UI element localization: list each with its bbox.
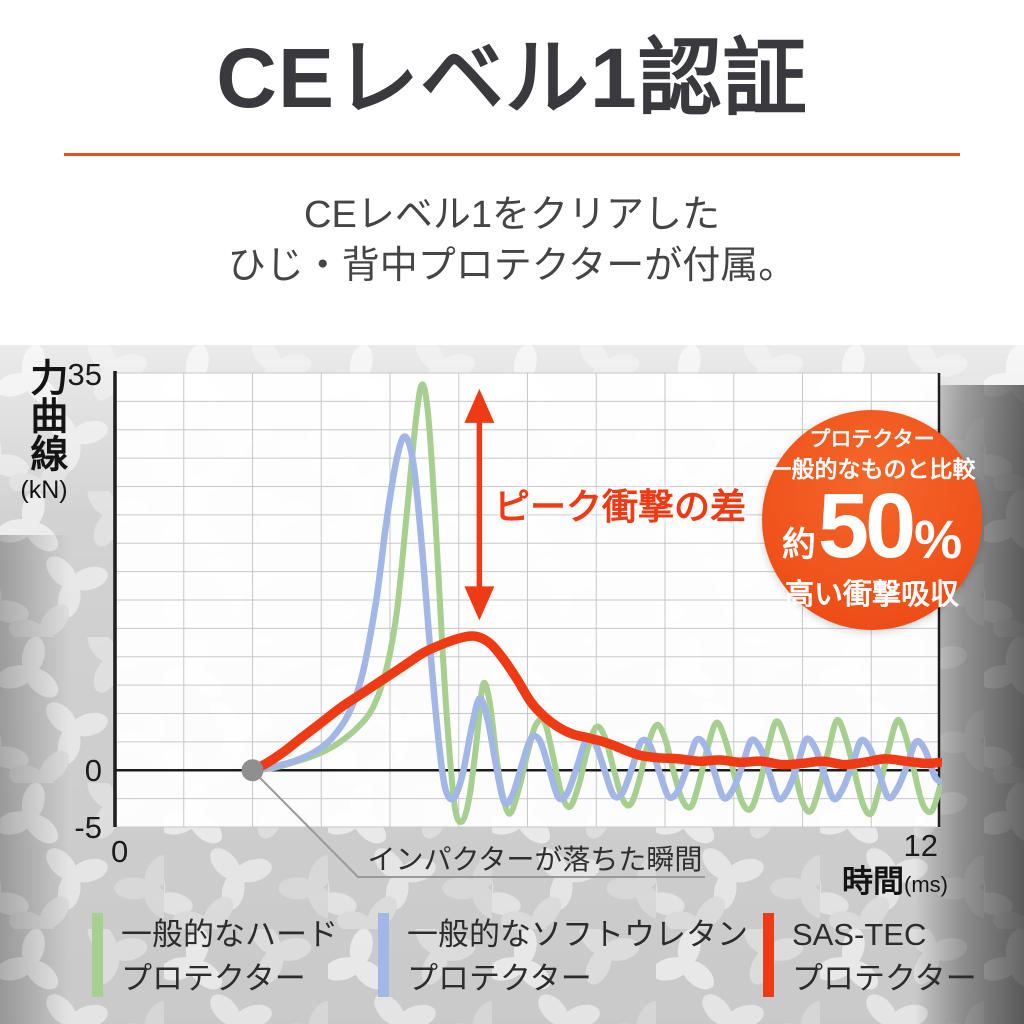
- subtitle: CEレベル1をクリアした ひじ・背中プロテクターが付属。: [0, 190, 1024, 293]
- y-tick-minus5: -5: [74, 810, 102, 845]
- y-tick-35: 35: [67, 357, 102, 392]
- y-tick-0: 0: [84, 753, 102, 788]
- badge-percent: %: [914, 510, 963, 571]
- x-tick-0: 0: [111, 834, 129, 869]
- legend-swatch-red: [763, 913, 774, 997]
- badge-approx: 約: [781, 526, 816, 565]
- badge-line-2: 一般的なものと比較: [768, 456, 976, 483]
- legend-item-soft-urethane: 一般的なソフトウレタン プロテクター: [378, 913, 748, 1001]
- peak-gap-arrow: [464, 388, 495, 621]
- badge-line-3: 高い衝撃吸収: [784, 579, 959, 612]
- subtitle-line-2: ひじ・背中プロテクターが付属。: [227, 245, 797, 288]
- legend-item-hard-protector: 一般的なハード プロテクター: [92, 913, 338, 1001]
- fifty-percent-badge: プロテクター 一般的なものと比較 約 50 % 高い衝撃吸収: [762, 410, 982, 630]
- legend-swatch-green: [92, 913, 103, 997]
- badge-value-row: 約 50 %: [781, 475, 963, 578]
- legend-label-line: プロテクター: [121, 961, 306, 997]
- legend-label: SAS-TEC プロテクター: [792, 913, 977, 1001]
- series-curves: [247, 381, 942, 825]
- legend-label-line: プロテクター: [792, 961, 977, 997]
- badge-value: 50: [817, 475, 916, 578]
- x-tick-12: 12: [903, 828, 938, 863]
- legend-label-line: SAS-TEC: [792, 917, 927, 952]
- legend-label-line: プロテクター: [407, 961, 592, 997]
- impact-moment-annotation: インパクターが落ちた瞬間: [367, 844, 703, 875]
- impact-point-dot: [241, 759, 264, 782]
- impact-leader-line: [251, 769, 705, 878]
- legend-label-line: 一般的なハード: [121, 917, 338, 952]
- force-curve-chart: [113, 371, 942, 878]
- y-axis-title: 力曲線 (kN): [10, 358, 78, 505]
- x-axis-title-text: 時間: [842, 864, 905, 899]
- legend-label: 一般的なソフトウレタン プロテクター: [407, 913, 748, 1001]
- legend-item-sas-tec: SAS-TEC プロテクター: [763, 913, 977, 1001]
- subtitle-line-1: CEレベル1をクリアした: [304, 194, 720, 236]
- series-curve: [249, 433, 942, 808]
- page-title: CEレベル1認証: [216, 31, 808, 125]
- series-curve: [249, 381, 942, 825]
- peak-gap-label: ピーク衝撃の差: [494, 486, 747, 527]
- legend-swatch-blue: [378, 913, 389, 997]
- badge-line-1: プロテクター: [809, 427, 935, 451]
- y-axis-unit: (kN): [20, 476, 68, 504]
- left-dark-vignette: [0, 535, 70, 1024]
- x-axis-title: 時間(ms): [700, 856, 948, 901]
- series-curve: [247, 631, 942, 776]
- x-axis-unit: (ms): [904, 872, 948, 897]
- legend-label-line: 一般的なソフトウレタン: [407, 917, 748, 952]
- legend-label: 一般的なハード プロテクター: [121, 913, 338, 1001]
- title-divider: [64, 153, 960, 156]
- y-axis-title-text: 力曲線: [23, 358, 66, 472]
